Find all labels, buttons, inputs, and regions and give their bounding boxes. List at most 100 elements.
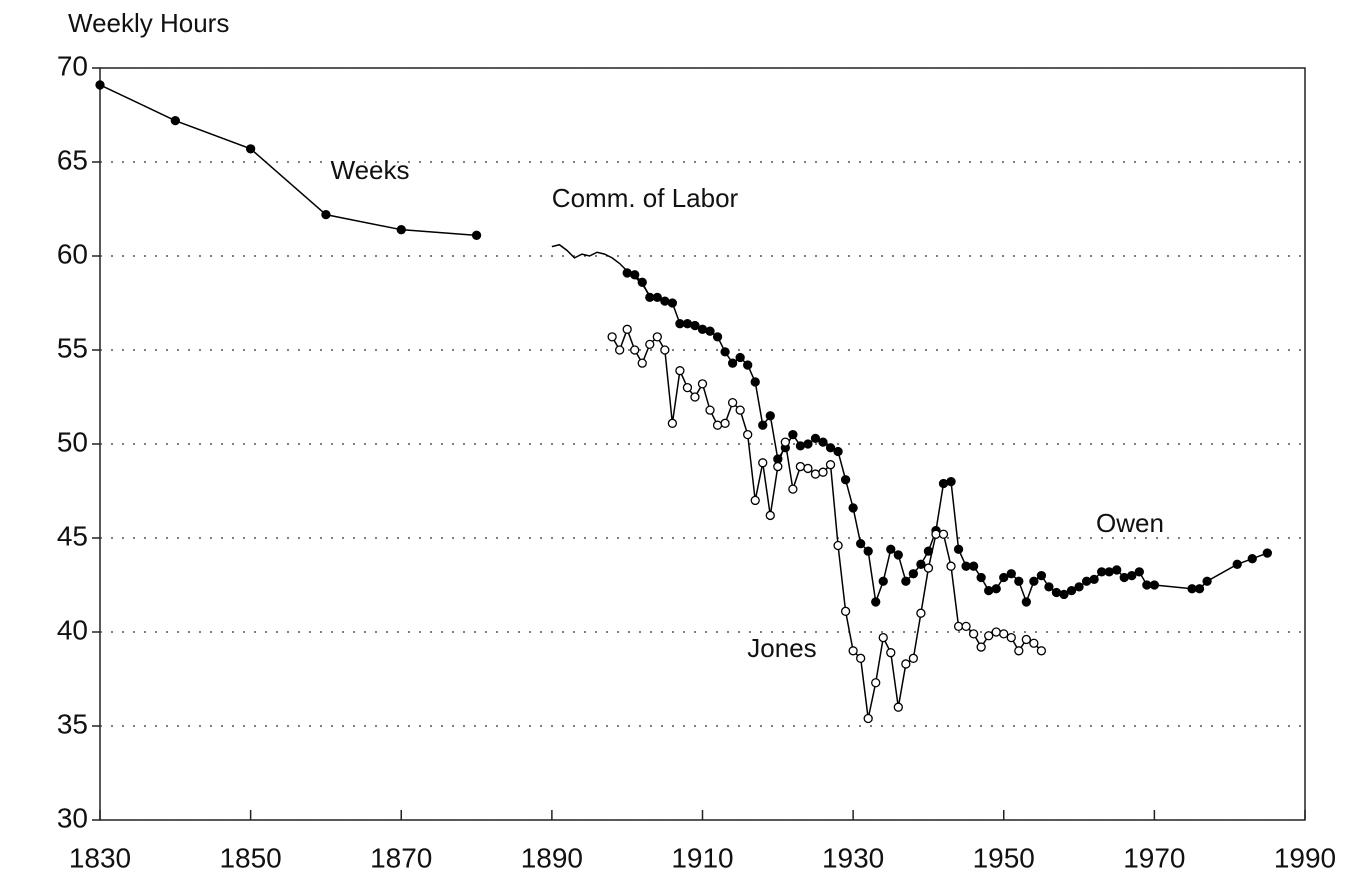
point [946,561,956,571]
point [788,484,798,494]
point [660,345,670,355]
point [682,382,693,393]
point [615,345,625,355]
point [660,296,670,306]
series-line [99,84,477,237]
series-line [551,243,651,296]
point [705,326,715,336]
point [1059,589,1069,600]
point [170,115,180,126]
point [712,420,723,430]
point [765,510,775,521]
point [984,585,994,596]
y-tick-label: 50 [57,426,88,457]
point [697,379,708,389]
point [1202,576,1212,586]
point [878,632,888,643]
point [908,653,919,663]
point [1262,548,1272,558]
point [622,268,632,278]
point [652,332,662,342]
point [1134,567,1144,577]
point [863,713,873,724]
point [1097,567,1107,577]
point [743,360,753,370]
point [886,544,896,554]
series-line [611,327,1042,719]
point [637,277,647,287]
point [645,292,655,303]
point [901,576,911,586]
point [471,230,482,240]
point [1142,580,1152,590]
point [946,476,956,487]
point [893,702,903,712]
point [848,503,858,513]
point [908,569,919,579]
point [95,80,105,90]
point [622,324,632,334]
y-tick-label: 45 [57,520,88,551]
point [1021,597,1031,607]
point [931,529,941,539]
series-label: Comm. of Labor [552,183,739,213]
point [1247,554,1257,564]
series-label: Jones [747,633,816,663]
point [833,446,843,457]
y-tick-label: 65 [57,144,88,175]
point [1149,580,1160,590]
x-tick-label: 1850 [219,842,281,873]
point [690,392,700,402]
point [1074,582,1084,592]
point [1036,646,1047,656]
y-tick-label: 70 [57,50,88,81]
point [991,627,1001,637]
point [923,563,934,573]
point [630,345,640,355]
point [968,629,979,639]
point [727,397,738,408]
point [667,418,678,428]
point [743,429,753,440]
point [803,463,813,474]
point [848,646,858,656]
x-tick-label: 1830 [69,842,131,873]
point [1081,576,1092,586]
x-tick-label: 1990 [1274,842,1336,873]
point [321,209,331,220]
point [795,441,806,451]
point [697,324,708,334]
point [840,606,851,616]
point [968,561,979,571]
point [1112,565,1122,575]
point [795,461,806,472]
point [712,332,723,342]
point [630,270,640,280]
point [810,469,821,479]
point [871,678,881,688]
point [727,358,738,368]
point [690,320,700,331]
point [652,292,662,303]
point [938,529,949,539]
series-label: Weeks [331,155,410,185]
y-tick-label: 30 [57,802,88,833]
point [991,584,1001,594]
point [1021,634,1031,645]
point [893,550,903,560]
point [999,629,1009,639]
point [396,225,406,235]
point [720,347,730,357]
point [773,461,783,472]
point [1014,576,1024,586]
point [705,405,715,415]
point [1006,632,1016,643]
point [953,544,964,554]
point [984,631,994,641]
point [675,366,685,376]
point [682,319,693,329]
point [953,621,964,632]
point [825,460,836,470]
point [758,420,768,430]
